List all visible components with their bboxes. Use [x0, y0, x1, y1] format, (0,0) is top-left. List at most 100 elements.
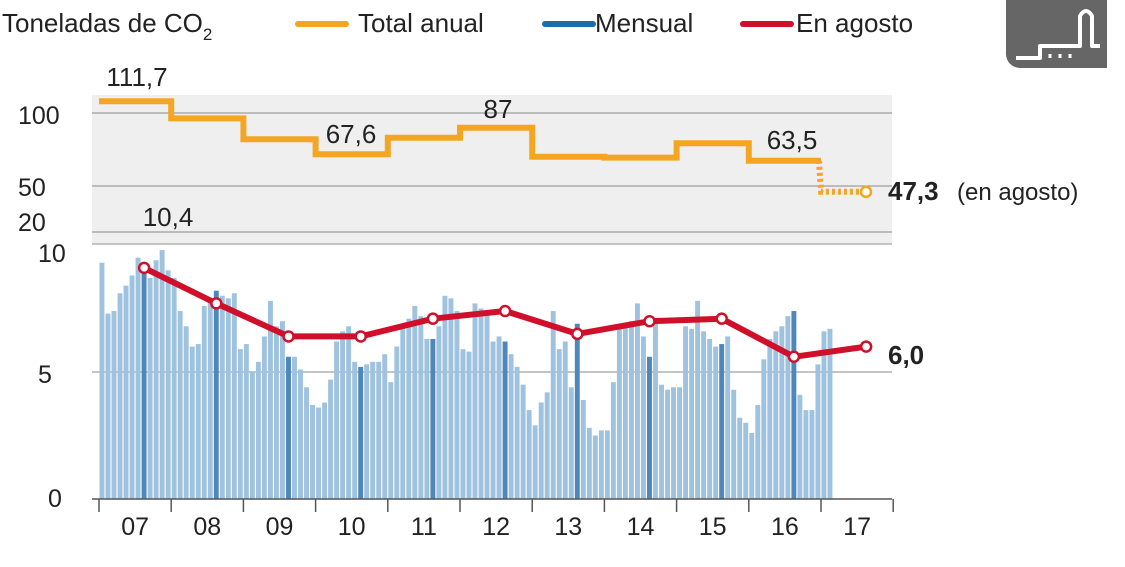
monthly-bar [484, 313, 490, 499]
monthly-bar [219, 295, 225, 499]
monthly-bar [610, 382, 616, 499]
legend-label-mensual: Mensual [595, 8, 693, 38]
monthly-bar [761, 359, 767, 499]
monthly-bar [412, 305, 418, 499]
monthly-bar [255, 361, 261, 499]
y-tick-label: 100 [18, 102, 60, 130]
monthly-bar [556, 349, 562, 499]
monthly-bar [129, 275, 135, 499]
legend-label-en-agosto: En agosto [796, 8, 913, 38]
annual-value-label: 111,7 [106, 62, 167, 92]
monthly-bar [111, 311, 117, 499]
monthly-bar [135, 257, 141, 499]
monthly-bar [292, 356, 297, 499]
monthly-bar [767, 338, 773, 499]
monthly-bar [815, 364, 821, 499]
x-tick-label: 11 [411, 513, 437, 541]
monthly-bar [821, 331, 827, 499]
monthly-bar [334, 341, 340, 499]
monthly-bar [243, 344, 249, 499]
august-point [859, 340, 873, 353]
monthly-bar [719, 344, 725, 499]
monthly-bar [797, 394, 803, 499]
monthly-bar [574, 323, 580, 499]
august-point [354, 330, 367, 343]
monthly-bar [424, 338, 430, 499]
monthly-bar [514, 366, 520, 499]
monthly-bar [201, 305, 207, 499]
x-tick-label: 13 [554, 513, 582, 541]
monthly-bar [406, 318, 412, 499]
august-point [210, 297, 223, 310]
monthly-bar [352, 361, 358, 499]
monthly-bar [791, 311, 797, 499]
monthly-bar [677, 387, 683, 499]
monthly-bar [346, 326, 352, 499]
annual-line [99, 98, 821, 164]
monthly-bar [538, 402, 544, 499]
annual-current-suffix: (en agosto) [957, 179, 1078, 206]
y-tick-label: 0 [48, 485, 62, 513]
monthly-bar [225, 298, 231, 499]
y-tick-label: 20 [18, 209, 46, 237]
monthly-bar [370, 361, 376, 499]
monthly-bar [580, 399, 586, 499]
monthly-bar [809, 410, 815, 499]
monthly-bar [562, 341, 568, 499]
monthly-bar [616, 326, 622, 499]
monthly-bar [207, 298, 213, 499]
monthly-bar [785, 316, 791, 499]
monthly-bar [442, 295, 448, 499]
monthly-bar [478, 308, 484, 499]
monthly-bar [496, 336, 502, 499]
monthly-bar [725, 336, 731, 499]
monthly-bar [701, 331, 707, 499]
monthly-bar [454, 311, 460, 499]
annual-current-point [859, 185, 873, 199]
monthly-bar [634, 303, 640, 499]
monthly-bar [340, 331, 346, 499]
monthly-bar [436, 326, 442, 499]
monthly-bar [604, 430, 610, 499]
monthly-bar [743, 422, 749, 499]
monthly-bar [659, 384, 664, 499]
monthly-bar [460, 349, 466, 499]
y-axis-title: Toneladas de CO2 [2, 8, 212, 44]
x-tick-label: 14 [627, 513, 655, 541]
monthly-bar [647, 356, 652, 499]
monthly-bar [123, 285, 129, 499]
monthly-bar [707, 338, 713, 499]
legend-label-total-anual: Total anual [358, 8, 484, 38]
monthly-bar [117, 293, 123, 499]
monthly-bar [249, 372, 255, 499]
y-tick-label: 5 [38, 361, 52, 389]
monthly-bar [508, 354, 514, 499]
x-tick-label: 16 [771, 513, 799, 541]
y-tick-label: 50 [18, 174, 46, 202]
monthly-bar [358, 366, 364, 499]
monthly-bar [448, 298, 454, 499]
monthly-bar [267, 300, 273, 499]
monthly-bar [628, 321, 634, 499]
monthly-bar [773, 331, 779, 499]
monthly-bars [99, 250, 833, 499]
monthly-bar [532, 425, 538, 499]
monthly-bar [737, 417, 743, 499]
annual-series [99, 98, 873, 199]
monthly-bar [382, 354, 388, 499]
monthly-bar [261, 336, 267, 499]
x-tick-label: 10 [338, 513, 366, 541]
monthly-bar [803, 410, 809, 499]
august-point [498, 304, 512, 318]
annual-value-label: 87 [484, 94, 513, 124]
august-current-label: 6,0 [888, 340, 924, 370]
monthly-bar [418, 316, 424, 499]
august-point [787, 350, 801, 364]
monthly-bar [466, 351, 472, 499]
monthly-bar [665, 389, 670, 499]
monthly-bar [105, 313, 111, 499]
august-point [282, 330, 295, 343]
monthly-bar [598, 430, 604, 499]
